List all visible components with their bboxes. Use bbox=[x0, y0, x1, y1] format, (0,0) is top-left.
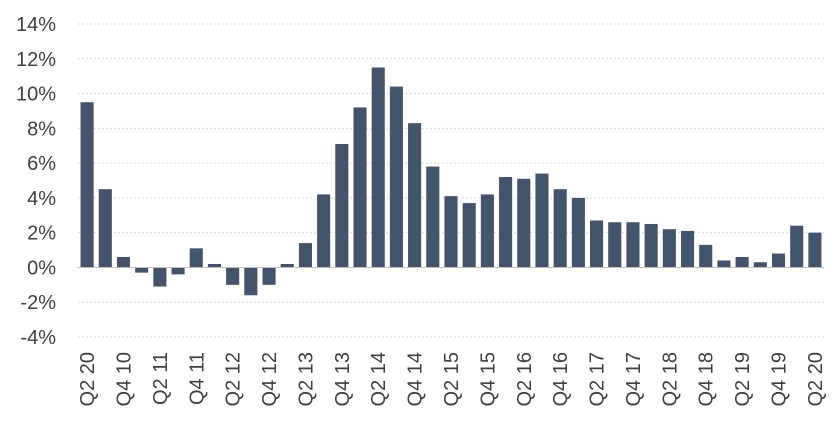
bar bbox=[608, 222, 622, 268]
bar bbox=[462, 203, 476, 268]
bar bbox=[753, 262, 767, 268]
y-tick-label: 8% bbox=[27, 118, 56, 140]
bar bbox=[717, 260, 731, 268]
bar bbox=[80, 102, 94, 268]
bar bbox=[771, 253, 786, 268]
bar bbox=[808, 232, 822, 268]
bar bbox=[335, 143, 349, 268]
bar bbox=[735, 257, 749, 268]
x-tick-label: Q2 11 bbox=[150, 352, 172, 405]
gridlines bbox=[78, 23, 824, 338]
x-tick-label: Q4 15 bbox=[477, 352, 499, 406]
bar bbox=[517, 178, 531, 268]
bar bbox=[644, 223, 658, 268]
x-tick-label: Q4 10 bbox=[113, 352, 135, 406]
x-tick-label: Q2 16 bbox=[514, 352, 536, 406]
bar bbox=[553, 189, 567, 268]
bar bbox=[262, 267, 276, 285]
bar bbox=[680, 230, 695, 268]
y-tick-label: 12% bbox=[16, 49, 56, 71]
bar bbox=[353, 107, 367, 268]
bar bbox=[499, 177, 513, 268]
x-tick-label: Q2 18 bbox=[659, 352, 681, 406]
bar bbox=[226, 267, 240, 285]
x-tick-label: Q2 17 bbox=[587, 352, 609, 406]
y-tick-label: 6% bbox=[27, 153, 56, 175]
x-tick-label: Q2 19 bbox=[732, 352, 754, 406]
bar bbox=[135, 267, 149, 273]
bar bbox=[298, 243, 312, 268]
y-tick-label: 10% bbox=[16, 84, 56, 106]
bar bbox=[389, 86, 403, 268]
x-tick-label: Q2 14 bbox=[368, 352, 390, 406]
x-tick-label: Q2 20 bbox=[77, 352, 99, 406]
bar bbox=[244, 267, 258, 296]
bar bbox=[790, 225, 804, 268]
x-tick-label: Q4 19 bbox=[769, 352, 791, 406]
bar bbox=[571, 197, 585, 268]
x-axis-ticks: Q2 20 Q4 10 Q2 11 Q4 11 Q2 12 Q4 12 Q2 13 Q4 13… bbox=[77, 352, 827, 406]
bar bbox=[626, 222, 640, 268]
y-tick-label: 2% bbox=[27, 223, 56, 245]
bar bbox=[98, 189, 112, 268]
x-tick-label: Q4 13 bbox=[332, 352, 354, 406]
x-tick-label: Q2 12 bbox=[223, 352, 245, 406]
bar bbox=[317, 194, 331, 268]
x-tick-label: Q4 12 bbox=[259, 352, 281, 406]
x-tick-label: Q4 14 bbox=[405, 352, 427, 406]
y-tick-label: -4% bbox=[20, 327, 56, 349]
x-tick-label: Q4 16 bbox=[550, 352, 572, 406]
bar bbox=[699, 244, 713, 268]
bars bbox=[80, 67, 822, 296]
bar bbox=[280, 263, 294, 268]
x-tick-label: Q2 13 bbox=[295, 352, 317, 406]
bar bbox=[189, 248, 203, 268]
x-tick-label: Q2 20 bbox=[805, 352, 827, 406]
bar bbox=[207, 263, 222, 268]
bar bbox=[662, 229, 676, 268]
bar bbox=[408, 123, 422, 268]
bar bbox=[116, 257, 131, 268]
bar bbox=[480, 194, 494, 268]
y-tick-label: -2% bbox=[20, 292, 56, 314]
y-tick-label: 0% bbox=[27, 257, 56, 279]
bar bbox=[426, 166, 440, 268]
x-tick-label: Q4 18 bbox=[696, 352, 718, 406]
bar bbox=[171, 267, 185, 275]
bar bbox=[535, 173, 549, 268]
x-tick-label: Q2 15 bbox=[441, 352, 463, 406]
bar bbox=[371, 67, 385, 268]
bar bbox=[444, 196, 458, 268]
y-tick-label: 14% bbox=[16, 14, 56, 36]
x-tick-label: Q4 17 bbox=[623, 352, 645, 406]
y-tick-label: 4% bbox=[27, 188, 56, 210]
x-tick-label: Q4 11 bbox=[186, 352, 208, 405]
bar bbox=[590, 220, 604, 268]
bar bbox=[153, 267, 167, 287]
y-axis-ticks: 14% 12% 10% 8% 6% 4% 2% 0% -2% -4% bbox=[16, 14, 56, 349]
